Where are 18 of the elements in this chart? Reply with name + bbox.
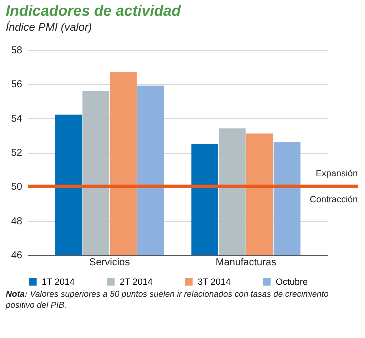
legend-label: 2T 2014 (120, 277, 153, 287)
x-tick-label: Servicios (90, 258, 130, 268)
legend-label: 3T 2014 (198, 277, 231, 287)
annotation: Contracción (310, 194, 358, 205)
y-tick-label: 56 (11, 80, 23, 91)
y-tick-label: 54 (11, 114, 23, 125)
y-tick-label: 52 (11, 148, 23, 159)
y-tick-label: 46 (11, 250, 23, 262)
chart-title: Indicadores de actividad (6, 3, 182, 20)
chart-subtitle: Índice PMI (valor) (6, 21, 93, 34)
y-tick-label: 48 (11, 216, 23, 228)
x-tick-label: Manufacturas (216, 258, 276, 268)
annotation: Expansión (316, 168, 358, 179)
y-tick-label: 50 (11, 182, 23, 194)
text: Nota: Valores superiores a 50 puntos suelen ir relacionados con tasas de crecimiento positivo del PIB. (6, 289, 330, 310)
legend-label: Octubre (276, 277, 308, 287)
y-tick-label: 58 (11, 46, 23, 56)
legend-label: 1T 2014 (42, 277, 75, 287)
